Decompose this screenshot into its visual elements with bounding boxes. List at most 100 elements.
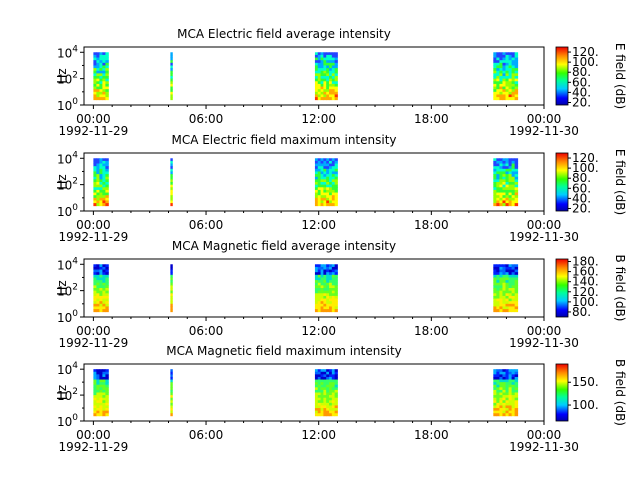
y-tick-label: 102 xyxy=(57,71,78,87)
spectrogram-cell xyxy=(331,86,336,90)
spectrogram-cell xyxy=(505,266,509,270)
spectrogram-cell xyxy=(317,76,321,80)
spectrogram-cell xyxy=(93,288,97,292)
spectrogram-cell xyxy=(493,387,497,391)
colorbar-tick-label: 60. xyxy=(572,75,591,89)
spectrogram-cell xyxy=(514,290,519,294)
spectrogram-cell xyxy=(105,413,109,417)
spectrogram-cell xyxy=(323,81,327,85)
spectrogram-cell xyxy=(505,402,509,406)
spectrogram-cell xyxy=(170,405,173,409)
spectrogram-cell xyxy=(334,86,338,90)
spectrogram-cell xyxy=(496,200,500,204)
x-tick-label: 06:00 xyxy=(189,112,224,126)
spectrogram-cell xyxy=(329,408,333,412)
spectrogram-cell xyxy=(511,389,516,393)
spectrogram-cell xyxy=(99,408,103,412)
spectrogram-cell xyxy=(493,392,497,396)
spectrogram-cell xyxy=(102,269,106,273)
spectrogram-cell xyxy=(334,83,338,87)
spectrogram-cell xyxy=(508,402,513,406)
spectrogram-cell xyxy=(508,382,513,386)
spectrogram-cell xyxy=(170,371,173,375)
spectrogram-cell xyxy=(496,68,500,72)
spectrogram-cell xyxy=(496,91,500,95)
x-tick-label: 00:00 xyxy=(527,218,562,232)
spectrogram-cell xyxy=(499,54,503,58)
spectrogram-cell xyxy=(314,197,319,201)
spectrogram-cell xyxy=(334,81,338,85)
spectrogram-cell xyxy=(331,62,336,66)
spectrogram-cell xyxy=(323,402,327,406)
spectrogram-cell xyxy=(493,158,497,162)
spectrogram-cell xyxy=(514,282,519,286)
spectrogram-cell xyxy=(334,65,338,69)
spectrogram-cell xyxy=(514,384,519,388)
colorbar-label: B field (dB) xyxy=(613,359,627,426)
spectrogram-cell xyxy=(105,295,109,299)
x-tick-label: 00:00 xyxy=(527,324,562,338)
spectrogram-cell xyxy=(326,203,330,207)
spectrogram-cell xyxy=(334,405,338,409)
spectrogram-cell xyxy=(326,52,330,56)
spectrogram-cell xyxy=(331,89,336,93)
colorbar xyxy=(555,46,569,106)
spectrogram-cell xyxy=(326,379,330,383)
spectrogram-cell xyxy=(493,298,497,302)
spectrogram-cell xyxy=(511,301,516,305)
spectrogram-cell xyxy=(493,94,497,98)
spectrogram-cell xyxy=(329,285,333,289)
spectrogram-cell xyxy=(170,166,173,170)
spectrogram-cell xyxy=(508,410,513,414)
spectrogram-cell xyxy=(514,309,519,313)
spectrogram-cell xyxy=(493,290,497,294)
y-tick-label: 100 xyxy=(57,413,78,429)
spectrogram-cell xyxy=(493,179,497,183)
spectrogram-cell xyxy=(314,369,319,373)
spectrogram-cell xyxy=(320,282,324,286)
spectrogram-cell xyxy=(105,371,109,375)
spectrogram-cell xyxy=(331,184,336,188)
spectrogram-cell xyxy=(99,280,103,284)
spectrogram-cell xyxy=(102,272,106,276)
spectrogram-cell xyxy=(323,184,327,188)
y-tick-exponent: 2 xyxy=(72,71,78,81)
spectrogram-cell xyxy=(317,295,321,299)
spectrogram-cell xyxy=(323,91,327,95)
spectrogram-cell xyxy=(514,298,519,302)
spectrogram-cell xyxy=(331,160,336,164)
spectrogram-cell xyxy=(323,83,327,87)
spectrogram-cell xyxy=(105,197,109,201)
spectrogram-cell xyxy=(496,369,500,373)
spectrogram-cell xyxy=(505,160,509,164)
spectrogram-cell xyxy=(505,197,509,201)
spectrogram-cell xyxy=(170,269,173,273)
spectrogram-cell xyxy=(102,395,106,399)
spectrogram-cell xyxy=(508,269,513,273)
spectrogram-cell xyxy=(314,400,319,404)
spectrogram-cell xyxy=(326,179,330,183)
spectrogram-cell xyxy=(93,65,97,69)
spectrogram-cell xyxy=(505,179,509,183)
spectrogram-cell xyxy=(496,392,500,396)
spectrogram-cell xyxy=(508,290,513,294)
spectrogram-cell xyxy=(505,301,509,305)
colorbar-tick-label: 150. xyxy=(572,375,599,389)
spectrogram-cell xyxy=(96,163,100,167)
spectrogram-cell xyxy=(96,408,100,412)
spectrogram-cell xyxy=(329,81,333,85)
spectrogram-cell xyxy=(93,382,97,386)
spectrogram-cell xyxy=(511,384,516,388)
spectrogram-cell xyxy=(320,192,324,196)
spectrogram-cell xyxy=(493,70,497,74)
spectrogram-cell xyxy=(170,384,173,388)
spectrogram-cell xyxy=(93,189,97,193)
panel-3: MCA Magnetic field average intensity1001… xyxy=(55,239,627,350)
spectrogram-cell xyxy=(326,395,330,399)
spectrogram-cell xyxy=(496,371,500,375)
spectrogram-cell xyxy=(514,160,519,164)
spectrogram-cell xyxy=(323,387,327,391)
spectrogram-cell xyxy=(329,293,333,297)
spectrogram-cell xyxy=(320,57,324,61)
spectrogram-cell xyxy=(102,382,106,386)
